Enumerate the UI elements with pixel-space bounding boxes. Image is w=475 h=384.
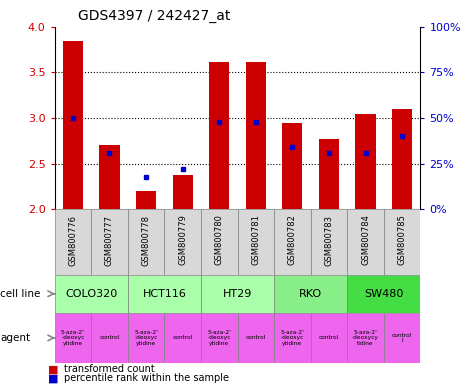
Text: 5-aza-2'
-deoxyc
ytidine: 5-aza-2' -deoxyc ytidine	[61, 329, 85, 346]
Bar	[384, 313, 420, 363]
Text: HCT116: HCT116	[142, 289, 186, 299]
Bar	[311, 313, 347, 363]
Text: GSM800781: GSM800781	[251, 215, 260, 265]
Bar	[136, 191, 156, 209]
Text: HT29: HT29	[223, 289, 252, 299]
Text: GSM800779: GSM800779	[178, 215, 187, 265]
Bar	[91, 313, 128, 363]
Bar	[55, 313, 91, 363]
Text: control: control	[246, 335, 266, 341]
Text: transformed count: transformed count	[64, 364, 155, 374]
Bar	[347, 313, 384, 363]
Bar	[238, 313, 274, 363]
Bar	[99, 146, 120, 209]
Text: control: control	[172, 335, 193, 341]
Text: ■: ■	[48, 364, 58, 374]
Text: control: control	[99, 335, 120, 341]
Bar	[355, 114, 376, 209]
Text: COLO320: COLO320	[65, 289, 117, 299]
Text: ■: ■	[48, 373, 58, 383]
Bar	[172, 175, 193, 209]
Text: 5-aza-2'
-deoxycy
tidine: 5-aza-2' -deoxycy tidine	[352, 329, 379, 346]
Text: GSM800776: GSM800776	[68, 215, 77, 265]
Bar	[347, 275, 420, 313]
Text: GSM800785: GSM800785	[398, 215, 407, 265]
Bar	[209, 61, 229, 209]
Text: SW480: SW480	[364, 289, 403, 299]
Text: 5-aza-2'
-deoxyc
ytidine: 5-aza-2' -deoxyc ytidine	[280, 329, 304, 346]
Bar	[164, 209, 201, 275]
Bar	[63, 41, 83, 209]
Text: 5-aza-2'
-deoxyc
ytidine: 5-aza-2' -deoxyc ytidine	[134, 329, 158, 346]
Text: RKO: RKO	[299, 289, 322, 299]
Bar	[128, 275, 201, 313]
Text: GSM800778: GSM800778	[142, 215, 151, 265]
Text: GSM800784: GSM800784	[361, 215, 370, 265]
Bar	[384, 209, 420, 275]
Bar	[282, 122, 303, 209]
Text: 5-aza-2'
-deoxyc
ytidine: 5-aza-2' -deoxyc ytidine	[207, 329, 231, 346]
Text: GSM800780: GSM800780	[215, 215, 224, 265]
Text: GSM800782: GSM800782	[288, 215, 297, 265]
Text: control
l: control l	[392, 333, 412, 343]
Bar	[238, 209, 274, 275]
Text: agent: agent	[0, 333, 30, 343]
Bar	[55, 209, 91, 275]
Bar	[55, 275, 128, 313]
Bar	[347, 209, 384, 275]
Text: cell line: cell line	[0, 289, 41, 299]
Bar	[274, 209, 311, 275]
Bar	[274, 313, 311, 363]
Bar	[91, 209, 128, 275]
Text: GSM800783: GSM800783	[324, 215, 333, 265]
Bar	[201, 275, 274, 313]
Bar	[128, 209, 164, 275]
Bar	[274, 275, 347, 313]
Bar	[311, 209, 347, 275]
Bar	[246, 61, 266, 209]
Bar	[319, 139, 339, 209]
Text: GDS4397 / 242427_at: GDS4397 / 242427_at	[78, 9, 231, 23]
Text: GSM800777: GSM800777	[105, 215, 114, 265]
Text: control: control	[319, 335, 339, 341]
Bar	[164, 313, 201, 363]
Bar	[201, 313, 238, 363]
Text: percentile rank within the sample: percentile rank within the sample	[64, 373, 229, 383]
Bar	[392, 109, 412, 209]
Bar	[128, 313, 164, 363]
Bar	[201, 209, 238, 275]
